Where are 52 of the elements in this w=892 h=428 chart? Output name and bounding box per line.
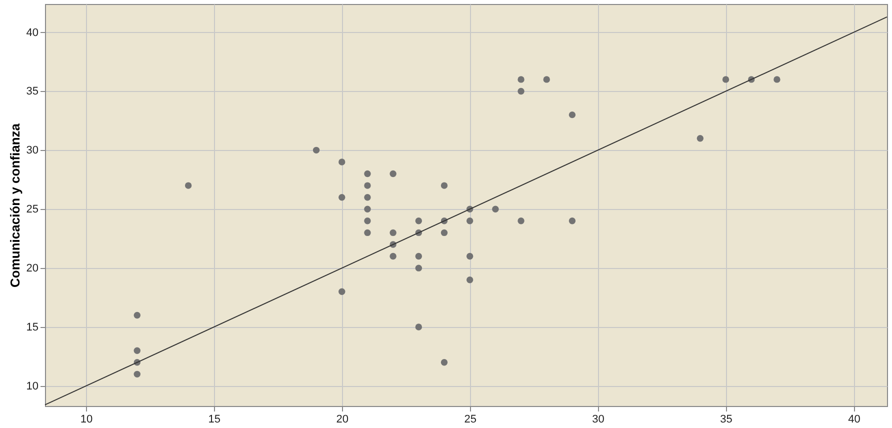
point <box>722 76 730 83</box>
y-tick-label: 10 <box>26 380 38 392</box>
point <box>134 312 140 319</box>
point <box>338 158 346 166</box>
point <box>134 370 140 378</box>
y-tick-label: 30 <box>26 144 38 157</box>
point <box>390 229 396 236</box>
x-tick-label: 40 <box>848 414 860 426</box>
point <box>364 170 371 178</box>
y-tick-label: 40 <box>26 26 38 39</box>
point <box>184 182 192 189</box>
point <box>364 194 371 201</box>
point <box>415 264 422 272</box>
x-tick-label: 35 <box>720 414 732 426</box>
point <box>466 252 474 260</box>
point <box>440 182 448 189</box>
point <box>568 111 576 118</box>
point <box>543 76 550 83</box>
point <box>696 135 704 142</box>
point <box>338 288 346 295</box>
point <box>364 182 371 189</box>
x-tick-label: 15 <box>208 414 221 426</box>
y-tick-label: 25 <box>26 204 38 216</box>
point <box>518 218 524 224</box>
y-tick-label: 20 <box>26 262 38 275</box>
y-axis-title: Comunicación y confianza <box>7 122 22 288</box>
point <box>134 347 140 354</box>
point <box>364 229 371 236</box>
point <box>364 206 371 212</box>
point <box>492 206 499 212</box>
point <box>774 76 780 83</box>
point <box>518 76 524 83</box>
x-tick-label: 30 <box>592 414 604 426</box>
point <box>364 218 371 224</box>
x-tick-label: 10 <box>80 414 93 426</box>
point <box>390 170 396 178</box>
point <box>466 276 474 284</box>
point <box>518 88 524 95</box>
y-tick-label: 15 <box>26 322 38 334</box>
y-tick-label: 35 <box>26 86 38 98</box>
point <box>466 218 474 224</box>
point <box>440 359 448 366</box>
x-tick-label: 25 <box>464 414 476 426</box>
point <box>415 218 422 224</box>
point <box>338 194 346 201</box>
x-tick-label: 20 <box>336 414 348 426</box>
point <box>568 218 576 224</box>
point <box>415 324 422 330</box>
point <box>440 229 448 236</box>
point <box>312 146 320 154</box>
point <box>415 252 422 260</box>
point <box>390 252 396 260</box>
